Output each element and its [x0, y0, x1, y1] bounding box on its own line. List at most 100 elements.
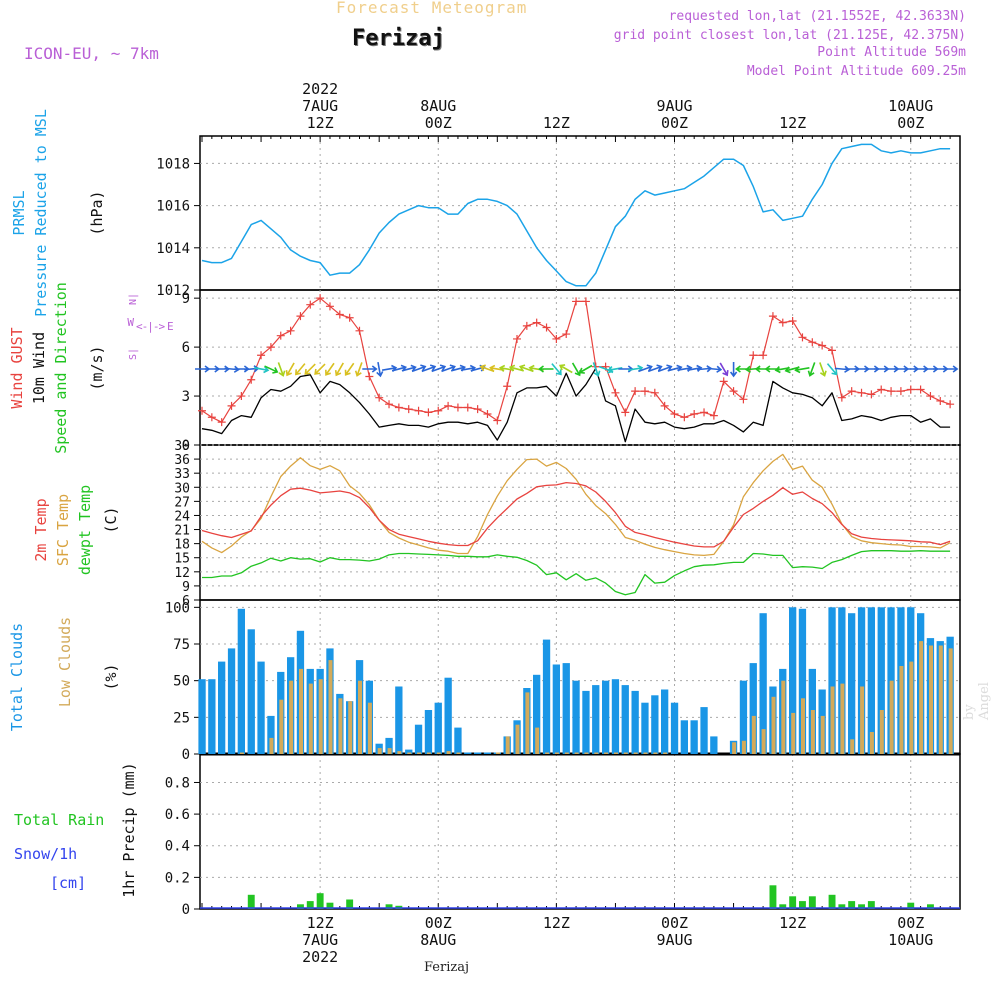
- wind-arrow-shape: [571, 362, 581, 377]
- low-cloud-bar: [938, 645, 943, 754]
- y-tick-label: 9: [182, 580, 190, 595]
- series-sfc-temp: [201, 453, 951, 557]
- y-tick-label: 1016: [156, 199, 190, 215]
- grid-point-coords: grid point closest lon,lat (21.125E, 42.…: [613, 28, 966, 43]
- low-cloud-bar: [584, 752, 589, 754]
- gust-marker: [798, 333, 807, 342]
- wind-direction-arrows: [195, 361, 959, 378]
- gust-marker: [700, 408, 709, 417]
- total-cloud-bar: [562, 663, 570, 754]
- y-tick-label: 75: [173, 637, 190, 653]
- gust-marker: [611, 388, 620, 397]
- y-tick-label: 15: [174, 552, 190, 567]
- total-cloud-bar: [533, 674, 541, 754]
- time-label-bottom: 00Z: [897, 914, 924, 932]
- gust-marker: [562, 330, 571, 339]
- gust-marker: [503, 382, 512, 391]
- wind-arrow: [551, 363, 562, 376]
- wind-arrow-shape: [441, 364, 456, 373]
- total-cloud-bar: [651, 695, 659, 754]
- panel-frame-pressure: [199, 135, 961, 291]
- low-cloud-bar: [653, 752, 658, 754]
- wind-arrow-shape: [638, 364, 653, 373]
- gust-marker: [946, 400, 955, 409]
- y-tick-label: 25: [173, 710, 190, 726]
- wind-arrow-shape: [578, 364, 593, 374]
- ylabel-10m-wind: 10m Wind: [30, 332, 48, 404]
- y-tick-label: 0.2: [165, 870, 190, 886]
- gust-marker: [325, 302, 334, 311]
- low-cloud-bar: [869, 732, 874, 754]
- low-cloud-bar: [377, 748, 382, 754]
- total-cloud-bar: [828, 607, 836, 754]
- total-cloud-bar: [454, 727, 462, 754]
- gust-marker: [670, 410, 679, 418]
- gust-marker: [640, 387, 649, 396]
- wind-arrow-shape: [518, 364, 534, 373]
- total-cloud-bar: [247, 629, 255, 754]
- gust-marker: [887, 387, 896, 396]
- wind-arrow-shape: [647, 364, 663, 373]
- wind-arrow: [376, 361, 384, 378]
- total-cloud-bar: [483, 752, 492, 754]
- gust-marker: [759, 351, 768, 360]
- rain-bar: [867, 901, 875, 909]
- low-cloud-bar: [879, 710, 884, 754]
- gust-marker: [306, 300, 315, 309]
- wind-arrow: [381, 364, 398, 372]
- low-cloud-bar: [436, 752, 441, 754]
- series-2m-temp: [201, 481, 951, 548]
- wind-arrow-shape: [391, 364, 407, 372]
- rain-bar: [316, 893, 324, 909]
- wind-arrow: [421, 364, 437, 373]
- ylabel-percent: (%): [102, 663, 120, 690]
- y-tick-label: 18: [174, 538, 190, 553]
- wind-arrow: [657, 364, 673, 373]
- total-cloud-bar: [690, 720, 698, 754]
- wind-arrow-shape: [334, 362, 344, 377]
- time-label-bottom: 9AUG: [656, 931, 692, 949]
- y-tick-label: 1014: [156, 241, 190, 257]
- low-cloud-bar: [446, 751, 451, 754]
- y-tick-label: 39: [174, 439, 190, 454]
- wind-arrow-shape: [479, 364, 495, 373]
- ylabel-precip-mm: 1hr Precip (mm): [120, 762, 138, 897]
- low-cloud-bar: [604, 752, 609, 754]
- compass-south: S|: [128, 348, 139, 360]
- wind-arrow: [538, 365, 554, 373]
- gust-marker: [552, 334, 561, 343]
- wind-arrow-shape: [264, 365, 279, 374]
- wind-arrow-shape: [794, 366, 810, 374]
- precip-bars: [247, 885, 934, 909]
- wind-arrow-shape: [592, 362, 601, 377]
- low-cloud-bar: [889, 680, 894, 754]
- wind-arrow-shape: [285, 362, 295, 377]
- wind-arrow: [304, 363, 316, 375]
- wind-arrow-shape: [431, 364, 447, 373]
- gust-marker: [296, 312, 305, 321]
- y-tick-label: 6: [182, 594, 190, 609]
- gust-marker: [572, 297, 581, 306]
- time-label-bottom: 2022: [302, 948, 338, 966]
- time-label-bottom: 12Z: [779, 914, 806, 932]
- low-cloud-bar: [505, 736, 510, 754]
- gust-marker: [394, 403, 403, 412]
- rain-bar: [326, 902, 334, 909]
- wind-arrow: [431, 364, 447, 373]
- low-cloud-bar: [909, 661, 914, 754]
- gust-marker: [217, 418, 226, 427]
- total-cloud-bar: [474, 752, 482, 754]
- time-label-bottom: 12Z: [307, 914, 334, 932]
- wind-arrow-shape: [277, 362, 286, 377]
- time-label-top: 12Z: [543, 114, 570, 132]
- total-cloud-bar: [267, 715, 275, 754]
- y-tick-label: 36: [174, 453, 190, 468]
- gust-marker: [335, 310, 344, 319]
- y-tick-label: 6: [182, 340, 190, 356]
- gust-marker: [345, 313, 354, 322]
- total-cloud-bar: [670, 702, 679, 754]
- series-prmsl: [201, 143, 951, 287]
- total-cloud-bar: [434, 702, 442, 754]
- wind-arrow: [943, 365, 959, 373]
- chart-subtitle: Forecast Meteogram: [336, 0, 528, 17]
